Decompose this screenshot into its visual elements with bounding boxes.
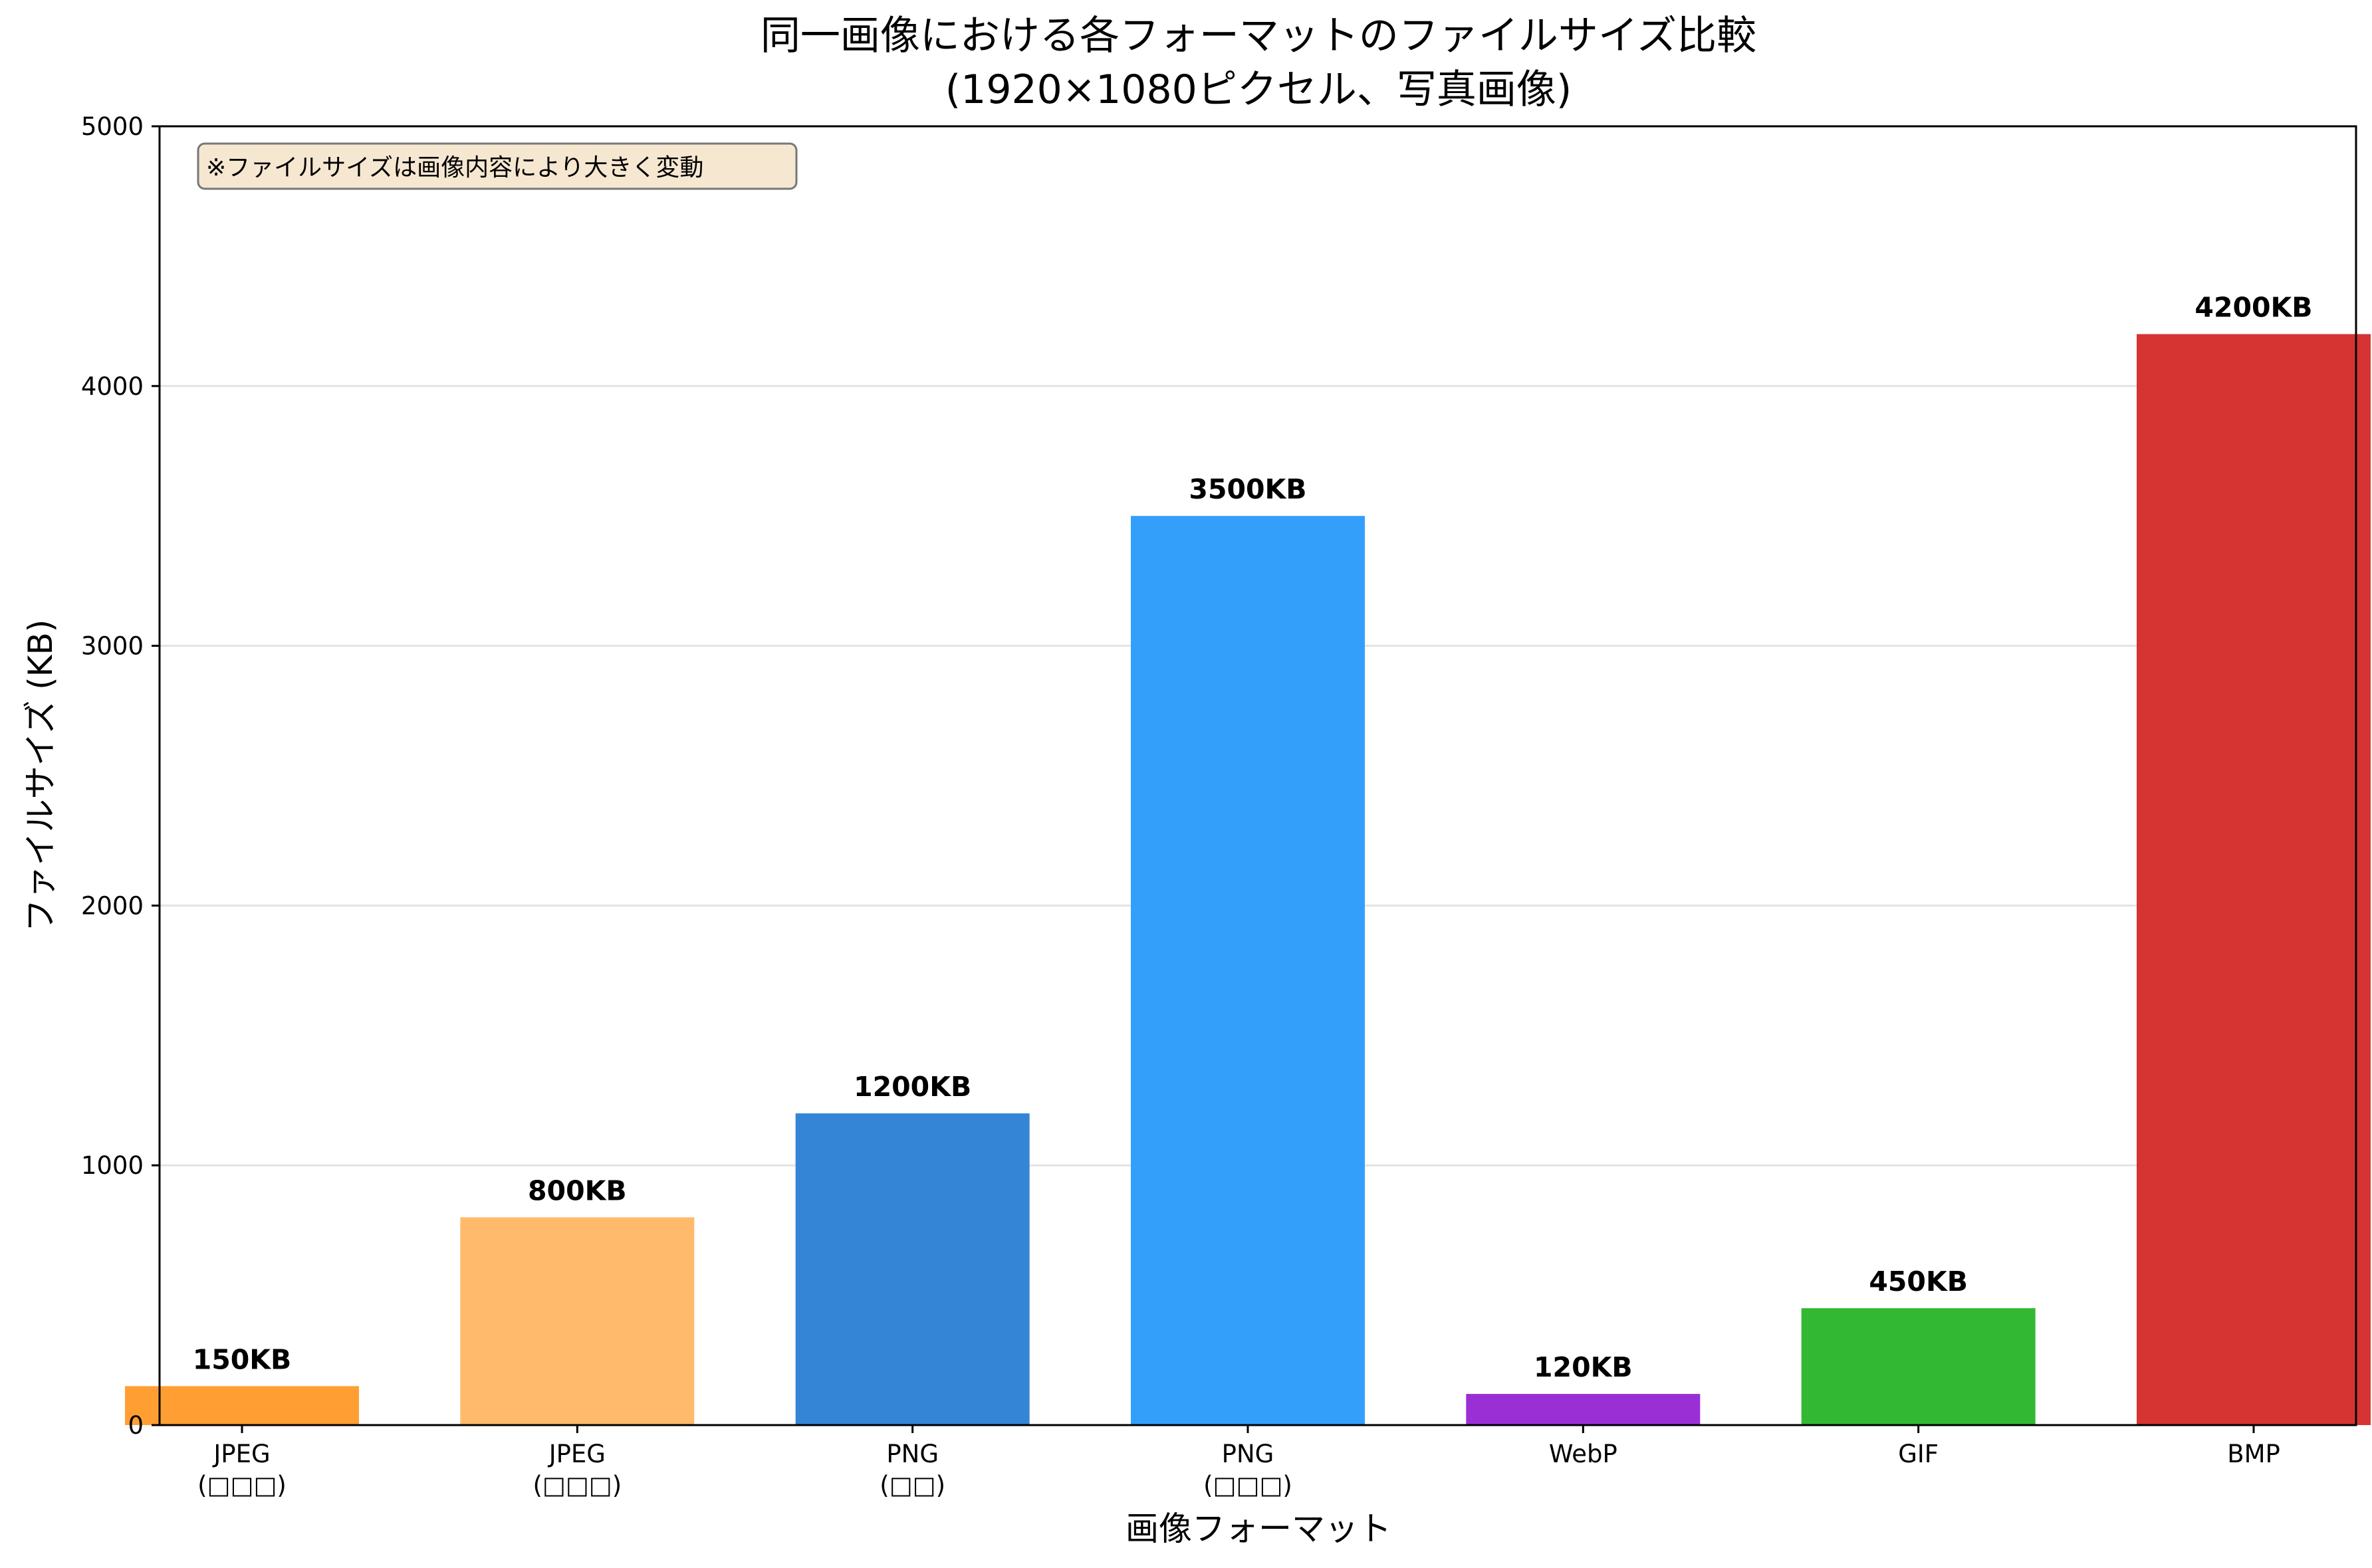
bar-value-label: 1200KB [854, 1071, 971, 1103]
y-tick-label: 1000 [81, 1151, 144, 1180]
bar-value-label: 4200KB [2194, 292, 2312, 324]
bar-value-label: 120KB [1534, 1351, 1633, 1383]
bar [125, 1386, 359, 1425]
x-tick-label: JPEG [212, 1440, 270, 1468]
x-tick-sublabel: (□□) [880, 1471, 945, 1500]
note-box-frame [197, 142, 798, 190]
chart-title-line1: 同一画像における各フォーマットのファイルサイズ比較 [761, 13, 1756, 59]
bar-value-label: 3500KB [1189, 473, 1306, 505]
x-tick-sublabel: (□□□) [533, 1471, 622, 1500]
x-tick-label: PNG [886, 1440, 939, 1468]
y-axis-ticks: 0 1000 2000 3000 4000 5000 [81, 112, 160, 1440]
x-tick-label: WebP [1549, 1440, 1617, 1468]
x-tick-sublabel: (□□□) [197, 1471, 287, 1500]
chart-title-line2: (1920×1080ピクセル、写真画像) [945, 66, 1572, 113]
bar [1466, 1394, 1701, 1425]
note-text: ※ファイルサイズは画像内容により大きく変動 [206, 154, 703, 181]
x-axis-ticks: JPEG (□□□) JPEG (□□□) PNG (□□) PNG (□□□) WebP GIF… [197, 1425, 2280, 1500]
bars [125, 334, 2371, 1426]
x-tick-label: JPEG [548, 1440, 606, 1468]
y-tick-label: 0 [128, 1411, 144, 1440]
bar-value-label: 450KB [1869, 1266, 1968, 1297]
bar [1131, 516, 1365, 1426]
y-axis-label: ファイルサイズ (KB) [21, 619, 60, 933]
x-tick-sublabel: (□□□) [1203, 1471, 1292, 1500]
bar [795, 1113, 1030, 1425]
note-box: ※ファイルサイズは画像内容により大きく変動 [197, 142, 798, 190]
bar-value-label: 800KB [528, 1175, 627, 1206]
bar [460, 1217, 695, 1425]
y-tick-label: 3000 [81, 632, 144, 661]
x-tick-label: GIF [1898, 1440, 1939, 1468]
x-tick-label: PNG [1222, 1440, 1274, 1468]
y-tick-label: 4000 [81, 372, 144, 401]
bar-value-label: 150KB [193, 1343, 292, 1375]
bar [1801, 1308, 2036, 1425]
plot-frame [158, 125, 2357, 1426]
x-axis-label: 画像フォーマット [1126, 1510, 1391, 1548]
bar-value-labels: 150KB 800KB 1200KB 3500KB 120KB 450KB 4200KB [193, 292, 2313, 1383]
bar [2137, 334, 2371, 1425]
x-tick-label: BMP [2227, 1440, 2280, 1468]
y-tick-label: 5000 [81, 112, 144, 141]
y-tick-label: 2000 [81, 891, 144, 920]
